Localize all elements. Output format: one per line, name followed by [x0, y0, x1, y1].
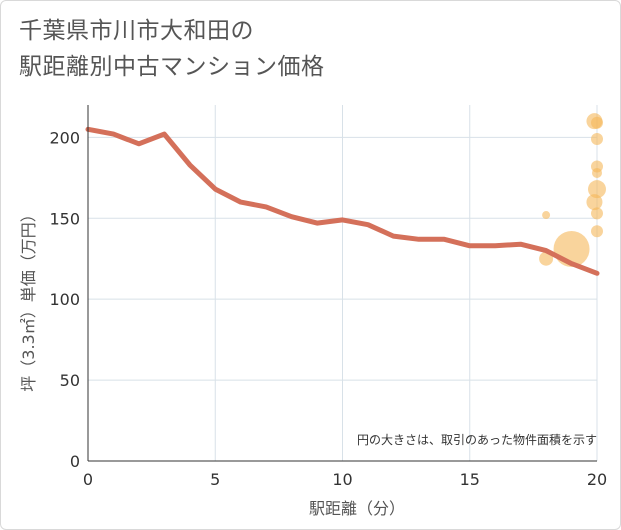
bubble-9: [586, 194, 603, 211]
x-tick-label-15: 15: [460, 470, 480, 489]
y-tick-label-150: 150: [49, 209, 80, 228]
chart-title: 千葉県市川市大和田の 駅距離別中古マンション価格: [19, 13, 325, 85]
bubble-7: [592, 167, 602, 178]
x-tick-label-0: 0: [83, 470, 93, 489]
bubble-size-note: 円の大きさは、取引のあった物件面積を示す: [357, 432, 597, 447]
price-line-series: [85, 126, 600, 276]
price-line: [85, 126, 600, 276]
x-tick-label-10: 10: [332, 470, 352, 489]
tick-labels: 0 50 100 150 200 0 5 10 15 20: [49, 128, 607, 489]
bubble-8: [588, 180, 606, 199]
grid-lines: [88, 105, 598, 461]
bubble-series: [539, 113, 606, 268]
chart-title-line-2: 駅距離別中古マンション価格: [19, 54, 325, 80]
bubble-4: [591, 116, 603, 129]
chart-title-line-1: 千葉県市川市大和田の: [19, 18, 254, 44]
x-tick-label-5: 5: [210, 470, 220, 489]
bubble-0: [542, 211, 551, 220]
axes: [87, 105, 597, 462]
bubble-11: [591, 225, 603, 238]
bubble-10: [591, 207, 603, 220]
bubble-5: [591, 132, 603, 145]
x-axis-label: 駅距離（分）: [309, 499, 405, 518]
y-tick-label-200: 200: [49, 128, 80, 147]
y-tick-label-100: 100: [49, 290, 80, 309]
y-axis-label: 坪（3.3㎡）単価（万円）: [19, 206, 38, 391]
y-tick-label-0: 0: [70, 452, 80, 471]
x-tick-label-20: 20: [587, 470, 607, 489]
bubble-1: [539, 251, 554, 266]
y-tick-label-50: 50: [60, 371, 80, 390]
